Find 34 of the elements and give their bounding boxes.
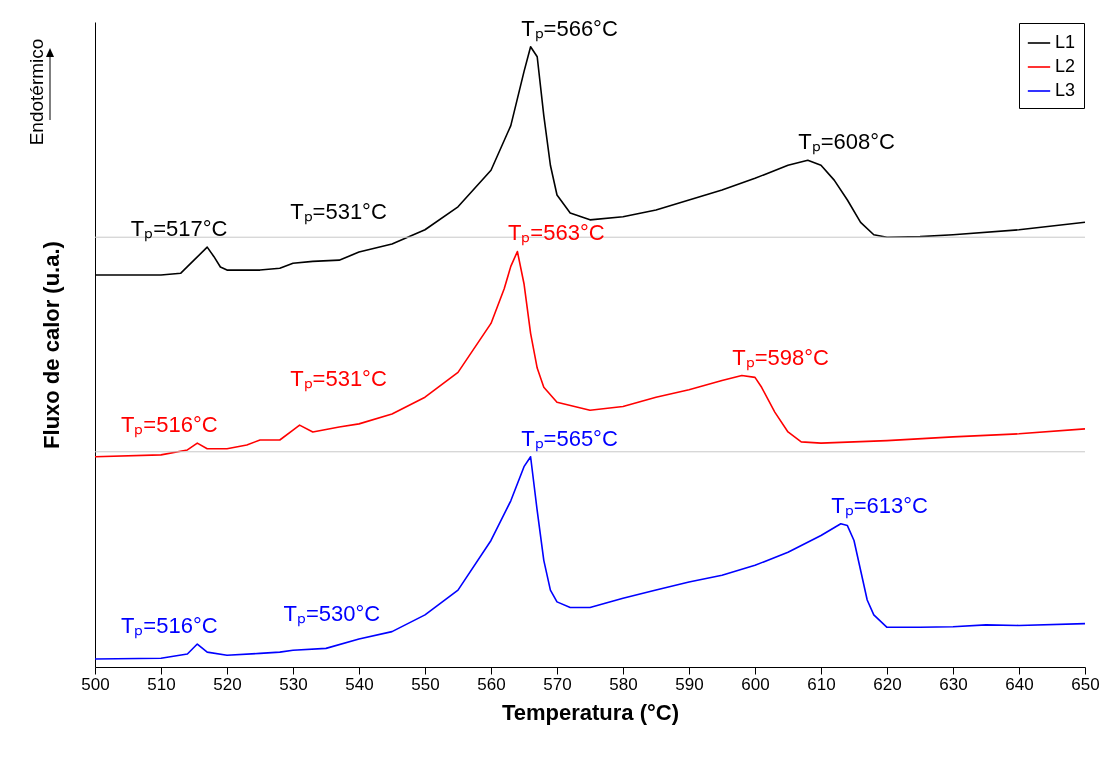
annotation: Tₚ=516°C (120, 613, 218, 640)
x-tick-label: 550 (411, 674, 440, 694)
x-tick-label: 540 (345, 674, 374, 694)
x-axis-title: Temperatura (°C) (501, 699, 680, 725)
annotation: Tₚ=531°C (290, 366, 387, 393)
annotation: Tₚ=563°C (507, 220, 605, 247)
x-tick-label: 590 (675, 674, 704, 694)
annotation: Tₚ=613°C (831, 492, 929, 519)
x-tick-label: 570 (543, 674, 572, 694)
text: Endotérmico (26, 38, 47, 146)
x-tick-label: 620 (873, 674, 902, 694)
annotation: Tₚ=608°C (798, 129, 896, 156)
annotation: Tₚ=516°C (120, 412, 218, 439)
x-tick-label: 530 (279, 674, 308, 694)
x-tick-label: 600 (741, 674, 770, 694)
x-tick-label: 580 (609, 674, 638, 694)
x-tick-label: 640 (1005, 674, 1034, 694)
x-tick-label: 560 (477, 674, 506, 694)
annotation: Tₚ=531°C (290, 198, 387, 225)
x-tick-label: 610 (807, 674, 836, 694)
annotation: Tₚ=517°C (130, 216, 228, 243)
legend-label: L1 (1055, 32, 1076, 52)
x-tick-label: 500 (81, 674, 110, 694)
y-axis-title: Fluxo de calor (u.a.) (38, 241, 64, 449)
legend-label: L2 (1055, 56, 1076, 76)
legend-label: L3 (1055, 80, 1076, 100)
x-tick-label: 520 (213, 674, 242, 694)
annotation: Tₚ=598°C (732, 344, 830, 371)
annotation: Tₚ=566°C (521, 15, 618, 42)
x-tick-label: 650 (1071, 674, 1100, 694)
x-tick-label: 630 (939, 674, 968, 694)
annotation: Tₚ=530°C (283, 600, 381, 627)
annotation: Tₚ=565°C (521, 425, 618, 452)
x-tick-label: 510 (147, 674, 176, 694)
